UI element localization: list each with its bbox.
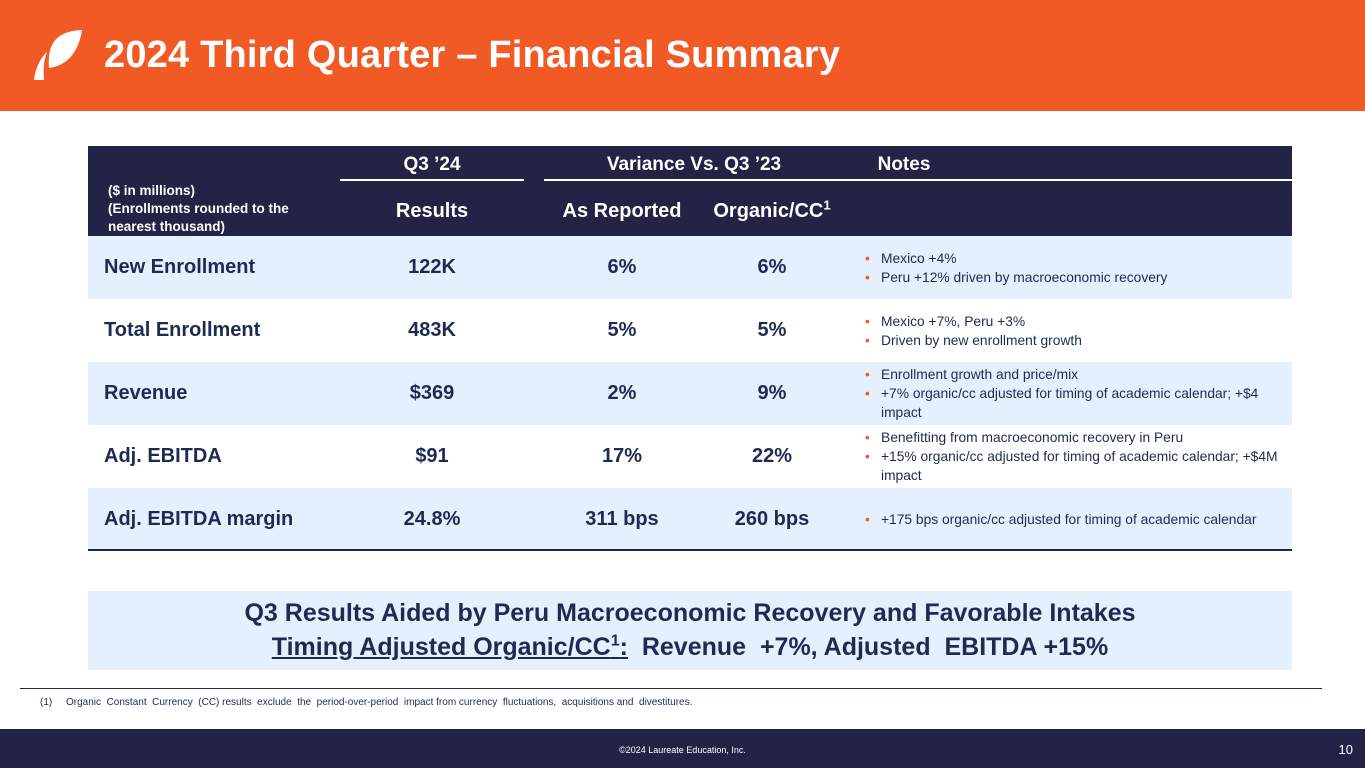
- table-row-total-enrollment: Total Enrollment 483K 5% 5% Mexico +7%, …: [88, 299, 1292, 362]
- slide-title: 2024 Third Quarter – Financial Summary: [104, 34, 841, 76]
- footer-bar: [0, 729, 1365, 768]
- page-number: 10: [1338, 742, 1353, 757]
- note-item: Enrollment growth and price/mix: [863, 365, 1283, 384]
- header-results: Results: [395, 200, 469, 222]
- callout-headline: Q3 Results Aided by Peru Macroeconomic R…: [244, 599, 1136, 627]
- note-item: Mexico +7%, Peru +3%: [863, 312, 1283, 331]
- row-label: Total Enrollment: [104, 319, 261, 341]
- header-organic-cc: Organic/CC1: [700, 197, 844, 223]
- note-item: Mexico +4%: [863, 249, 1283, 268]
- leaf-logo-icon: [34, 30, 82, 80]
- header-underline: [340, 179, 524, 181]
- row-results: 122K: [408, 256, 456, 278]
- row-organic: 260 bps: [734, 508, 810, 530]
- units-note: ($ in millions) (Enrollments rounded to …: [108, 182, 338, 236]
- footnote-rule: [20, 688, 1322, 689]
- footnote: (1) Organic Constant Currency (CC) result…: [40, 697, 692, 708]
- header-organic-label: Organic/CC: [713, 200, 824, 222]
- header-underline: [844, 179, 1292, 181]
- table-row-adj-ebitda-margin: Adj. EBITDA margin 24.8% 311 bps 260 bps…: [88, 488, 1292, 549]
- note-item: Driven by new enrollment growth: [863, 331, 1283, 350]
- row-label: Adj. EBITDA margin: [104, 508, 294, 530]
- table-row-revenue: Revenue $369 2% 9% Enrollment growth and…: [88, 362, 1292, 425]
- row-results: $91: [415, 445, 449, 467]
- row-organic: 22%: [751, 445, 793, 467]
- row-results: 483K: [408, 319, 456, 341]
- row-organic: 9%: [757, 382, 787, 404]
- header-bar: 2024 Third Quarter – Financial Summary: [0, 0, 1365, 111]
- table-bottom-rule: [88, 549, 1292, 551]
- header-underline: [544, 179, 844, 181]
- callout-box: Q3 Results Aided by Peru Macroeconomic R…: [88, 591, 1292, 670]
- footnote-ref: 1: [823, 197, 831, 213]
- units-note-text: ($ in millions) (Enrollments rounded to …: [108, 183, 289, 234]
- table-row-new-enrollment: New Enrollment 122K 6% 6% Mexico +4% Per…: [88, 236, 1292, 299]
- row-as-reported: 2%: [607, 382, 637, 404]
- row-as-reported: 311 bps: [585, 508, 659, 530]
- row-notes: Mexico +7%, Peru +3% Driven by new enrol…: [863, 299, 1283, 362]
- row-results: 24.8%: [403, 508, 461, 530]
- callout-metrics: Revenue +7%, Adjusted EBITDA +15%: [627, 633, 1109, 661]
- row-organic: 5%: [757, 319, 787, 341]
- header-group-variance: Variance Vs. Q3 ’23: [606, 154, 782, 175]
- row-label: New Enrollment: [104, 256, 256, 278]
- footnote-ref: 1: [610, 632, 620, 650]
- row-as-reported: 17%: [601, 445, 643, 467]
- row-as-reported: 6%: [607, 256, 637, 278]
- note-item: +7% organic/cc adjusted for timing of ac…: [863, 384, 1283, 422]
- table-header: Q3 ’24 Variance Vs. Q3 ’23 Notes ($ in m…: [88, 146, 1292, 236]
- row-notes: +175 bps organic/cc adjusted for timing …: [863, 488, 1283, 551]
- copyright: ©2024 Laureate Education, Inc.: [619, 745, 746, 755]
- note-item: Benefitting from macroeconomic recovery …: [863, 428, 1283, 447]
- row-results: $369: [409, 382, 455, 404]
- note-item: +175 bps organic/cc adjusted for timing …: [863, 510, 1283, 529]
- callout-organic-label: Timing Adjusted Organic/CC: [271, 633, 611, 661]
- callout-colon: :: [619, 633, 628, 661]
- header-group-q3: Q3 ’24: [403, 154, 461, 175]
- callout-subline: Timing Adjusted Organic/CC1: Revenue +7%…: [88, 633, 1292, 662]
- note-item: +15% organic/cc adjusted for timing of a…: [863, 447, 1283, 485]
- callout-underlined: Timing Adjusted Organic/CC1:: [272, 633, 628, 661]
- header-as-reported: As Reported: [562, 200, 682, 222]
- row-notes: Mexico +4% Peru +12% driven by macroecon…: [863, 236, 1283, 299]
- row-notes: Benefitting from macroeconomic recovery …: [863, 425, 1283, 488]
- row-as-reported: 5%: [607, 319, 637, 341]
- table-row-adj-ebitda: Adj. EBITDA $91 17% 22% Benefitting from…: [88, 425, 1292, 488]
- row-organic: 6%: [757, 256, 787, 278]
- note-item: Peru +12% driven by macroeconomic recove…: [863, 268, 1283, 287]
- footnote-text: Organic Constant Currency (CC) results e…: [66, 697, 693, 708]
- row-notes: Enrollment growth and price/mix +7% orga…: [863, 362, 1283, 425]
- header-group-notes: Notes: [877, 154, 931, 175]
- footnote-number: (1): [40, 697, 53, 708]
- row-label: Adj. EBITDA: [104, 445, 222, 467]
- row-label: Revenue: [104, 382, 188, 404]
